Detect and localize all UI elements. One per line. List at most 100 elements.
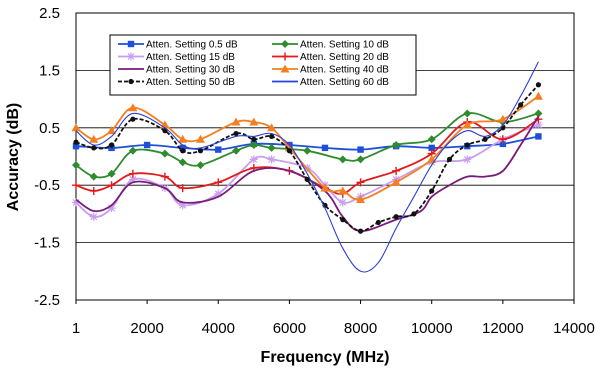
- data-point: [251, 136, 257, 142]
- legend-label: Atten. Setting 30 dB: [146, 65, 235, 76]
- data-point: [304, 176, 310, 183]
- y-axis-label: Accuracy (dB): [5, 103, 22, 211]
- data-point: [267, 123, 277, 132]
- data-point: [107, 181, 116, 190]
- data-point: [72, 142, 80, 150]
- data-point: [320, 183, 330, 192]
- data-point: [72, 181, 80, 190]
- y-tick-label: 0.5: [39, 120, 60, 137]
- legend-swatch-marker: [281, 52, 289, 61]
- legend-item: Atten. Setting 15 dB: [118, 52, 235, 63]
- data-point: [233, 130, 239, 137]
- data-point: [500, 125, 506, 131]
- x-tick-label: 1: [72, 320, 80, 337]
- x-tick-label: 14000: [553, 320, 595, 337]
- y-tick-label: -1.5: [34, 235, 60, 252]
- data-point: [72, 161, 80, 170]
- data-point: [179, 144, 186, 152]
- series-6: [71, 91, 543, 204]
- plot-area-frame: [75, 12, 575, 301]
- data-point: [357, 146, 364, 153]
- legend-label: Atten. Setting 40 dB: [300, 65, 389, 76]
- data-point: [392, 141, 401, 150]
- data-point: [128, 103, 138, 112]
- data-point: [196, 161, 205, 170]
- data-point: [463, 155, 472, 164]
- legend-item: Atten. Setting 50 dB: [118, 77, 235, 88]
- axis-ticks: 2.51.50.5-0.5-1.5-2.51 2000 4000 6000 8000 10…: [34, 5, 595, 337]
- x-tick-label: 6000: [273, 320, 306, 337]
- data-point: [411, 211, 417, 217]
- x-tick-label: 8000: [344, 320, 377, 337]
- data-point: [499, 140, 507, 148]
- data-point: [498, 135, 507, 144]
- data-point: [178, 184, 187, 193]
- data-point: [214, 178, 223, 187]
- data-point: [249, 117, 259, 126]
- series-line: [75, 61, 539, 273]
- legend-label: Atten. Setting 0.5 dB: [146, 40, 238, 51]
- data-point: [107, 204, 116, 213]
- y-tick-label: 1.5: [39, 62, 60, 79]
- data-point: [72, 198, 80, 207]
- legend-item: Atten. Setting 60 dB: [272, 77, 389, 88]
- legend-item: Atten. Setting 0.5 dB: [118, 40, 238, 51]
- data-point: [427, 135, 436, 144]
- data-point: [71, 123, 81, 132]
- data-point: [464, 142, 470, 148]
- data-point: [428, 144, 435, 152]
- data-point: [375, 219, 381, 226]
- data-point: [89, 134, 99, 143]
- data-point: [498, 114, 508, 123]
- x-tick-label: 4000: [202, 320, 235, 337]
- legend-item: Atten. Setting 10 dB: [272, 40, 389, 51]
- data-point: [160, 172, 169, 181]
- data-point: [269, 133, 275, 140]
- data-point: [535, 133, 542, 140]
- data-point: [267, 143, 276, 152]
- legend-swatch-marker: [127, 52, 135, 61]
- series-2: [72, 109, 543, 181]
- data-point: [128, 175, 137, 184]
- data-point: [535, 82, 542, 88]
- data-point: [286, 148, 293, 154]
- series-layer: [71, 61, 543, 273]
- legend-swatch-marker: [281, 40, 289, 48]
- series-5: [75, 115, 540, 233]
- data-point: [231, 117, 241, 126]
- data-point: [356, 178, 365, 187]
- data-point: [446, 156, 453, 162]
- data-point: [534, 109, 543, 118]
- data-point: [391, 177, 401, 186]
- legend-label: Atten. Setting 10 dB: [300, 40, 389, 51]
- data-point: [89, 212, 98, 221]
- data-point: [178, 134, 188, 143]
- data-point: [195, 134, 205, 143]
- data-point: [73, 139, 79, 145]
- data-point: [107, 126, 117, 135]
- data-point: [303, 146, 312, 155]
- x-tick-label: 12000: [482, 320, 524, 337]
- x-tick-label: 10000: [411, 320, 453, 337]
- data-point: [534, 120, 543, 129]
- data-point: [107, 169, 116, 178]
- data-point: [214, 189, 223, 198]
- data-point: [338, 186, 348, 195]
- series-7: [73, 82, 542, 234]
- legend-label: Atten. Setting 15 dB: [146, 52, 235, 63]
- data-point: [340, 217, 346, 223]
- legend-label: Atten. Setting 20 dB: [300, 52, 389, 63]
- data-point: [462, 120, 472, 129]
- data-point: [249, 141, 258, 150]
- legend-label: Atten. Setting 60 dB: [300, 77, 389, 88]
- data-point: [356, 155, 365, 164]
- data-point: [393, 214, 399, 220]
- data-point: [463, 109, 472, 118]
- legend-box: [109, 34, 417, 96]
- data-point: [160, 149, 169, 158]
- series-3: [72, 120, 543, 221]
- data-point: [533, 91, 543, 100]
- x-axis-label: Frequency (MHz): [261, 349, 390, 366]
- data-point: [357, 228, 364, 234]
